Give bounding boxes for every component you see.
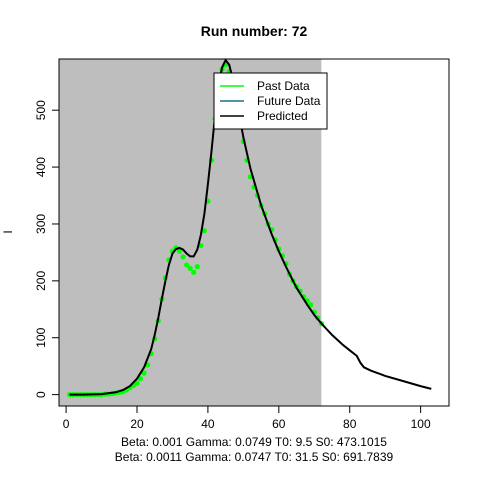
y-tick-label: 200 (34, 271, 48, 291)
legend: Past Data Future Data Predicted (213, 72, 328, 130)
past-data-point (187, 265, 193, 271)
y-tick-label: 400 (34, 157, 48, 177)
past-data-point (176, 248, 183, 254)
past-data-point (184, 262, 190, 268)
past-data-point (141, 370, 147, 376)
past-data-point (201, 228, 207, 234)
legend-label-past: Past Data (257, 79, 310, 93)
past-data-point (191, 269, 197, 275)
x-tick-label: 0 (63, 417, 70, 431)
annotation-fit-1: Beta: 0.001 Gamma: 0.0749 T0: 9.5 S0: 47… (121, 435, 387, 449)
y-tick-label: 500 (34, 100, 48, 120)
y-axis-label: I (1, 230, 15, 233)
chart-title: Run number: 72 (201, 23, 308, 39)
y-axis: 0 100 200 300 400 500 (34, 100, 60, 398)
past-data-point (180, 254, 186, 260)
legend-label-predicted: Predicted (257, 109, 308, 123)
past-data-point (194, 264, 200, 270)
past-data-point (134, 380, 140, 386)
past-data-point (308, 302, 314, 308)
x-tick-label: 20 (130, 417, 144, 431)
y-tick-label: 300 (34, 214, 48, 234)
x-tick-label: 80 (343, 417, 357, 431)
annotation-fit-2: Beta: 0.0011 Gamma: 0.0747 T0: 31.5 S0: … (115, 450, 394, 464)
x-tick-label: 40 (201, 417, 215, 431)
x-tick-label: 60 (272, 417, 286, 431)
legend-label-future: Future Data (257, 94, 321, 108)
x-tick-label: 100 (411, 417, 431, 431)
y-tick-label: 0 (34, 391, 48, 398)
past-data-point (137, 376, 144, 382)
y-tick-label: 100 (34, 327, 48, 347)
x-axis: 0 20 40 60 80 100 (63, 405, 431, 431)
